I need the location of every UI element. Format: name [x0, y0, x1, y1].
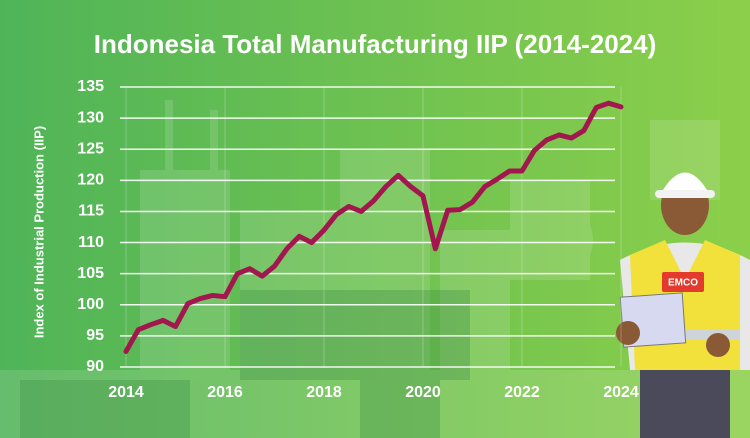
y-tick-label: 100	[77, 296, 104, 313]
y-axis-label: Index of Industrial Production (IIP)	[31, 126, 46, 338]
x-tick-label: 2018	[306, 384, 342, 401]
x-tick-label: 2020	[405, 384, 441, 401]
x-tick-label: 2014	[108, 384, 144, 401]
data-line	[123, 100, 624, 354]
y-tick-label: 90	[86, 358, 104, 375]
y-tick-label: 130	[77, 109, 104, 126]
y-tick-label: 105	[77, 265, 104, 282]
chart-title: Indonesia Total Manufacturing IIP (2014-…	[94, 29, 657, 59]
x-tick-label: 2024	[603, 384, 639, 401]
x-tick-label: 2022	[504, 384, 540, 401]
y-tick-label: 125	[77, 140, 104, 157]
y-tick-label: 95	[86, 327, 104, 344]
x-tick-label: 2016	[207, 384, 243, 401]
factory-illustration	[0, 100, 750, 438]
y-tick-label: 120	[77, 172, 104, 189]
badge-text: EMCO	[668, 278, 698, 289]
y-tick-label: 110	[78, 234, 104, 251]
y-tick-label: 135	[77, 78, 104, 95]
worker-illustration: EMCO	[616, 172, 750, 438]
y-tick-label: 115	[78, 203, 104, 220]
